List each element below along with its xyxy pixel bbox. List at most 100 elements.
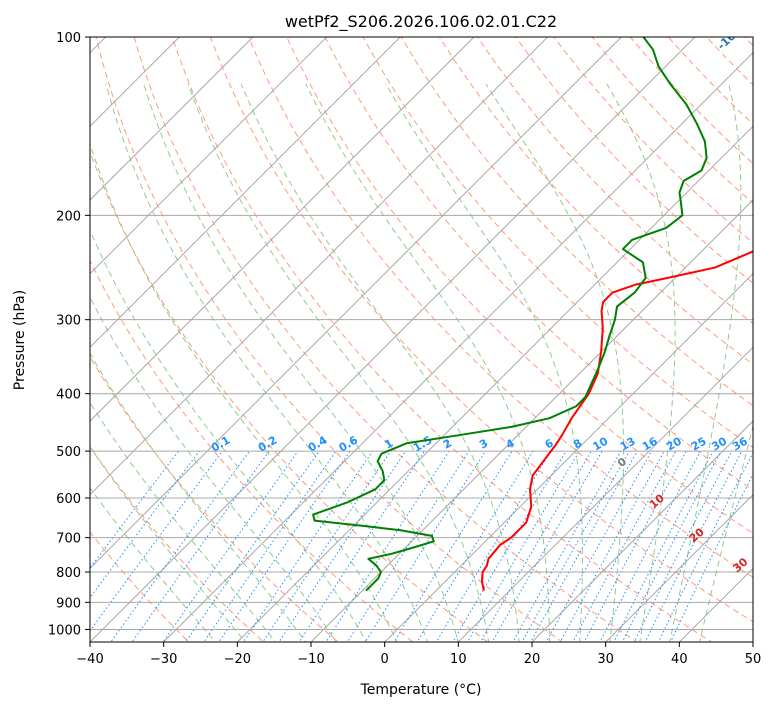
mixing-ratio-line [670,473,753,642]
y-tick-label: 300 [56,314,81,329]
mixing-ratio-line [479,450,592,642]
plot-area: -100-90-80-70-60-50-40-30-20-100.10.20.4… [90,37,775,642]
x-tick-label: −20 [224,652,251,667]
y-tick-label: 800 [56,566,81,581]
isotherm-line [90,37,328,275]
x-tick-label: −30 [150,652,177,667]
moist-adiabat-line [699,424,753,642]
isotherm-line [531,420,753,642]
moist-adiabat-line [90,487,216,642]
mixing-ratio-line [262,450,392,642]
mixing-ratio-line [346,450,470,642]
mixing-ratio-line [325,450,450,642]
mixing-ratio-line [203,450,337,642]
mixing-ratio-line [185,450,320,642]
y-tick-label: 500 [56,445,81,460]
moist-adiabat-line [305,83,550,642]
moist-adiabat-line [187,83,490,642]
dry-adiabat-line [90,150,489,642]
mixing-ratio-line [162,450,299,642]
mixing-ratio-line [416,450,534,642]
mixing-ratio-line [644,450,743,642]
moist-adiabat-line [240,83,520,642]
isotherm-line [457,346,753,642]
dry-adiabat-line [90,259,414,642]
mixing-ratio-line [466,450,580,642]
dry-adiabat-line [248,37,753,578]
moist-adiabat-line [90,445,246,642]
chart-title: wetPf2_S206.2026.106.02.01.C22 [285,12,557,32]
mixing-ratio-line [491,450,603,642]
y-axis-label: Pressure (hPa) [12,290,28,390]
mixing-ratio-line [242,450,374,642]
mixing-ratio-line [278,450,407,642]
mixing-ratio-line [110,450,250,642]
x-tick-label: 20 [524,652,541,667]
dry-adiabat-label: -90 [751,67,775,90]
isotherm-line [162,51,753,642]
dry-adiabat-line [171,37,713,642]
x-tick-label: 30 [597,652,614,667]
y-tick-label: 700 [56,532,81,547]
moist-adiabat-line [90,142,398,642]
isotherm-line [90,37,181,128]
mixing-ratio-line [131,450,270,642]
mixing-ratio-line [559,450,665,642]
mixing-ratio-line [452,450,567,642]
y-tick-label: 400 [56,388,81,403]
mixing-ratio-line [298,450,425,642]
x-tick-label: −10 [297,652,324,667]
dry-adiabat-line [95,37,564,642]
dewpoint-profile [312,37,708,592]
x-tick-label: 0 [381,652,389,667]
x-tick-label: 50 [745,652,762,667]
dry-adiabat-line [133,37,638,642]
y-tick-label: 600 [56,492,81,507]
mixing-ratio-line [545,450,653,642]
isotherm-line [90,37,696,642]
moist-adiabat-line [105,83,429,642]
dry-adiabats [90,37,753,642]
dry-adiabat-line [477,37,753,325]
y-tick-label: 1000 [48,623,81,638]
temperature-profile [481,250,753,591]
mixing-ratio-line [633,450,733,642]
isotherm-line [604,493,753,642]
mixing-ratio-line [657,451,753,642]
mixing-ratio-lines [90,450,753,642]
isotherm-line [236,125,753,642]
isobars [90,37,753,630]
moist-adiabat-line [90,295,337,642]
y-tick-label: 100 [56,31,81,46]
moist-adiabat-line [143,83,459,642]
isotherm-line [90,37,623,570]
moist-adiabat-line [90,228,367,642]
plot-frame [89,36,754,643]
isotherm-line [90,37,402,349]
moist-adiabat-line [90,352,307,642]
dry-adiabat-line [438,37,753,366]
mixing-ratio-line [530,450,638,642]
x-axis: −40 −30 −20 −10 0 10 20 30 40 50 [76,642,761,667]
mixing-ratio-line [512,450,622,642]
isotherm-line [310,199,753,642]
moist-adiabat-line [385,83,583,642]
dry-adiabat-line [286,37,753,534]
y-tick-label: 200 [56,209,81,224]
x-axis-label: Temperature (°C) [360,682,482,698]
x-tick-label: −40 [76,652,103,667]
isotherm-line [90,37,475,422]
moist-adiabat-line [606,83,676,642]
isotherm-line [90,37,549,496]
x-tick-label: 40 [671,652,688,667]
mixing-ratio-line [218,450,351,642]
dry-adiabat-line [667,37,753,125]
skewed-isotherms [90,37,753,642]
sounding-series [312,37,753,592]
isotherm-line [90,37,254,201]
x-tick-label: 10 [450,652,467,667]
dry-adiabat-line [362,37,753,449]
dry-adiabat-line [324,37,753,491]
